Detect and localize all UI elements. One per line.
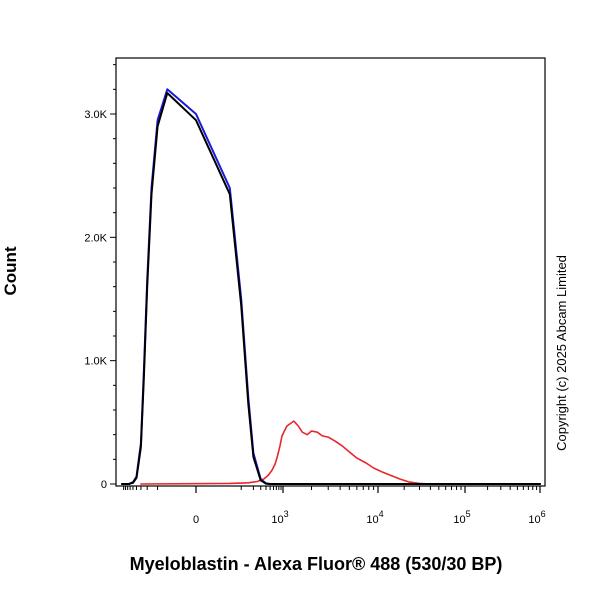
x-tick-label: 104: [366, 509, 383, 526]
series-line: [140, 420, 541, 485]
x-tick-exponent: 6: [541, 509, 546, 519]
x-tick-label: 105: [453, 509, 470, 526]
y-tick-label: 1.0K: [84, 356, 107, 368]
y-tick-label: 3.0K: [84, 109, 107, 121]
copyright-annotation: Copyright (c) 2025 Abcam Limited: [554, 255, 569, 451]
x-axis-label: Myeloblastin - Alexa Fluor® 488 (530/30 …: [130, 554, 503, 574]
x-tick-base: 10: [271, 514, 283, 526]
series-line: [121, 88, 541, 485]
x-axis: 0 103 104 105 106: [123, 486, 546, 526]
x-tick-base: 0: [193, 514, 199, 526]
x-tick-label: 103: [271, 509, 288, 526]
series-line: [121, 92, 541, 485]
x-tick-exponent: 3: [284, 509, 289, 519]
plot-frame: [115, 57, 546, 487]
x-tick-exponent: 5: [466, 509, 471, 519]
x-tick-base: 10: [528, 514, 540, 526]
x-tick-base: 10: [366, 514, 378, 526]
x-tick-label: 0: [193, 514, 199, 526]
y-axis: 0 1.0K 2.0K 3.0K: [84, 64, 116, 491]
x-tick-label: 106: [528, 509, 545, 526]
y-axis-label: Count: [1, 246, 20, 295]
x-tick-exponent: 4: [379, 509, 384, 519]
y-tick-label: 2.0K: [84, 232, 107, 244]
series-layer: [121, 88, 541, 485]
x-tick-base: 10: [453, 514, 465, 526]
y-tick-label: 0: [101, 479, 107, 491]
